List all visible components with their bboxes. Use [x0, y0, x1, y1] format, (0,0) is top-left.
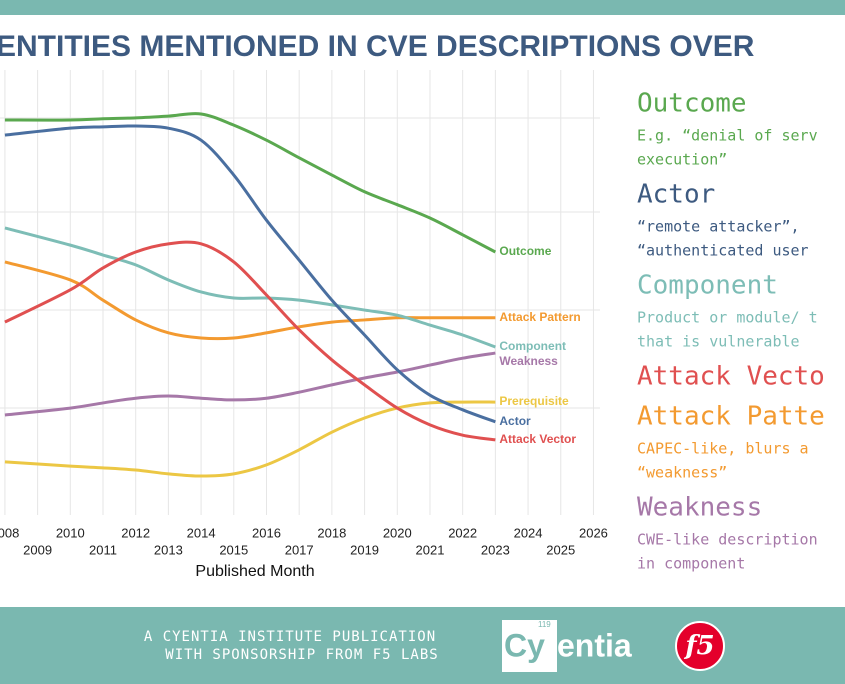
- series-label: Actor: [499, 414, 531, 428]
- series-line: [4, 240, 496, 442]
- logo-text: Cy: [504, 627, 545, 663]
- legend-title: Attack Patte: [637, 402, 825, 432]
- series-line: [4, 351, 496, 417]
- logo-box: [502, 620, 557, 672]
- legend-description: in component: [637, 555, 745, 573]
- x-tick-label: 2022: [448, 525, 477, 540]
- legend-title: Actor: [637, 180, 715, 210]
- series-label: Attack Pattern: [499, 310, 580, 324]
- x-tick-label: 2023: [481, 542, 510, 557]
- x-tick-label: 2017: [285, 542, 314, 557]
- x-tick-label: 2019: [350, 542, 379, 557]
- x-tick-label: 2014: [187, 525, 216, 540]
- series-line: [4, 112, 497, 254]
- x-tick-label: 2016: [252, 525, 281, 540]
- x-tick-label: 2025: [546, 542, 575, 557]
- legend-title: Attack Vecto: [637, 362, 825, 392]
- x-tick-label: 2026: [579, 525, 608, 540]
- legend-description: “authenticated user: [637, 242, 809, 260]
- legend-description: CWE-like description: [637, 531, 818, 549]
- footer-text: WITH SPONSORSHIP FROM F5 LABS: [165, 647, 438, 663]
- legend-title: Weakness: [637, 493, 762, 523]
- legend-description: “weakness”: [637, 464, 727, 482]
- chart-title: ENTITIES MENTIONED IN CVE DESCRIPTIONS O…: [0, 30, 755, 63]
- series-line: [4, 260, 496, 341]
- x-axis-label: Published Month: [195, 563, 314, 580]
- legend-title: Outcome: [637, 89, 747, 119]
- series-label: Component: [499, 339, 566, 353]
- footer-text: A CYENTIA INSTITUTE PUBLICATION: [144, 629, 436, 645]
- legend-description: “remote attacker”,: [637, 218, 800, 236]
- x-tick-label: 2024: [514, 525, 543, 540]
- legend-description: E.g. “denial of serv: [637, 127, 818, 145]
- logo-number: 119: [538, 620, 551, 629]
- x-tick-label: 2010: [56, 525, 85, 540]
- series-label: Weakness: [499, 354, 558, 368]
- x-tick-label: 2012: [121, 525, 150, 540]
- legend-description: CAPEC-like, blurs a: [637, 440, 809, 458]
- x-tick-label: 2009: [23, 542, 52, 557]
- sponsor-logo: [675, 621, 725, 671]
- x-tick-label: 2018: [317, 525, 346, 540]
- legend-title: Component: [637, 271, 778, 301]
- sponsor-text: f5: [683, 631, 714, 661]
- series-label: Outcome: [499, 244, 551, 258]
- x-tick-label: 2015: [219, 542, 248, 557]
- legend-description: Product or module/ t: [637, 309, 818, 327]
- series-label: Attack Vector: [499, 432, 576, 446]
- logo-text: entia: [557, 627, 632, 663]
- series-label: Prerequisite: [499, 394, 569, 408]
- series-line: [4, 400, 496, 478]
- legend-description: that is vulnerable: [637, 333, 800, 351]
- series-line: [4, 226, 496, 349]
- x-tick-label: 2008: [0, 525, 19, 540]
- x-tick-label: 2013: [154, 542, 183, 557]
- legend: Outcome E.g. “denial of serv execution” Act…: [637, 89, 825, 573]
- x-tick-label: 2021: [416, 542, 445, 557]
- x-tick-label: 2020: [383, 525, 412, 540]
- x-tick-label: 2011: [89, 542, 117, 557]
- top-band: [0, 0, 845, 15]
- series-line: [4, 124, 496, 424]
- legend-description: execution”: [637, 151, 727, 169]
